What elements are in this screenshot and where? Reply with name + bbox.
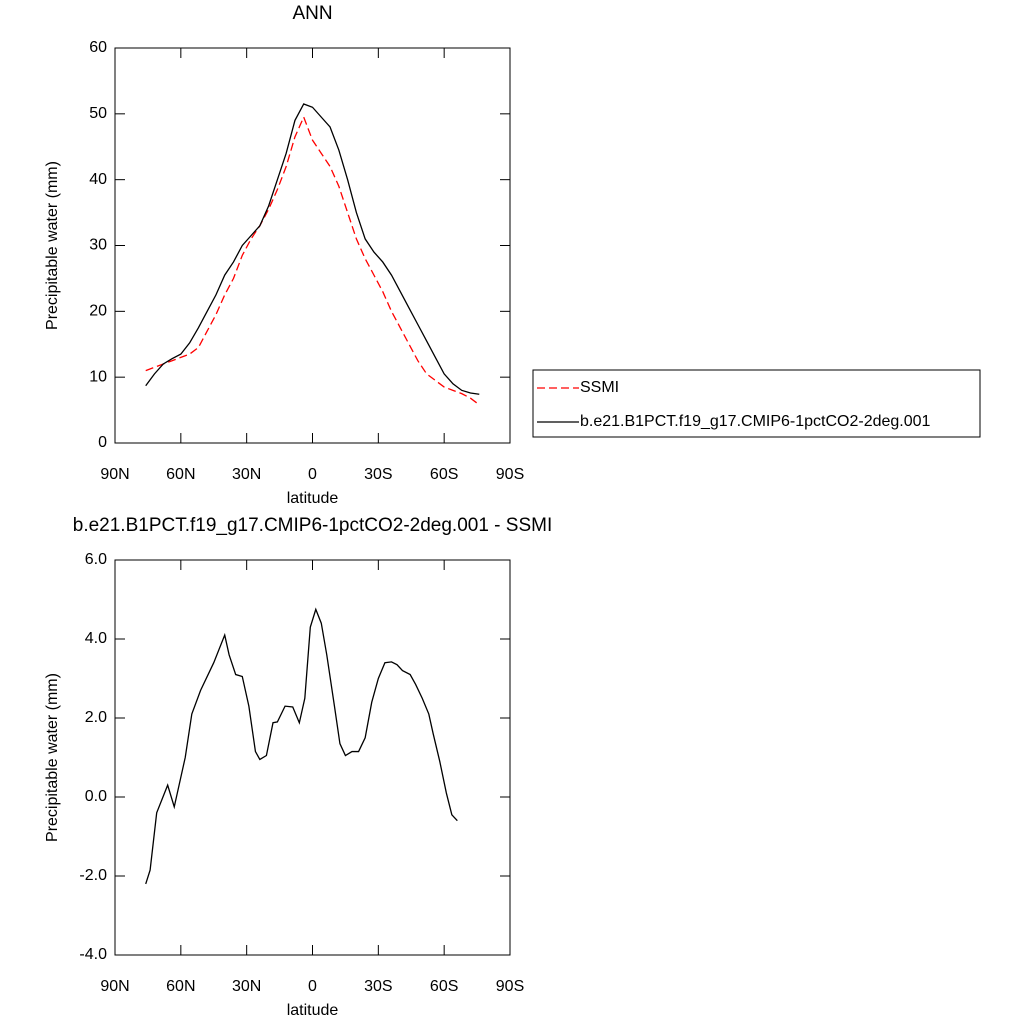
x-tick-label: 30S <box>364 466 392 483</box>
y-tick-label: -2.0 <box>79 867 107 884</box>
x-axis-label: latitude <box>287 490 339 507</box>
y-tick-label: -4.0 <box>79 946 107 963</box>
y-tick-label: 50 <box>89 105 107 122</box>
series-line <box>145 115 480 406</box>
legend-label: SSMI <box>580 379 619 396</box>
series-line <box>145 607 458 885</box>
x-tick-label: 60S <box>430 978 458 995</box>
x-tick-label: 0 <box>308 466 317 483</box>
y-tick-label: 30 <box>89 237 107 254</box>
y-tick-label: 40 <box>89 171 107 188</box>
y-tick-label: 0 <box>98 434 107 451</box>
legend-box <box>532 369 981 438</box>
y-axis-label: Precipitable water (mm) <box>44 673 61 842</box>
x-tick-label: 60N <box>166 466 195 483</box>
y-tick-label: 0.0 <box>85 788 107 805</box>
y-tick-label: 4.0 <box>85 630 107 647</box>
x-tick-label: 0 <box>308 978 317 995</box>
x-tick-label: 30N <box>232 466 261 483</box>
x-tick-label: 90S <box>496 466 524 483</box>
y-tick-label: 2.0 <box>85 709 107 726</box>
y-tick-label: 60 <box>89 39 107 56</box>
y-tick-label: 10 <box>89 368 107 385</box>
chart-title: ANN <box>292 3 332 24</box>
y-tick-label: 6.0 <box>85 551 107 568</box>
x-tick-label: 90S <box>496 978 524 995</box>
x-tick-label: 90N <box>100 978 129 995</box>
x-tick-label: 60N <box>166 978 195 995</box>
x-tick-label: 30S <box>364 978 392 995</box>
x-axis-label: latitude <box>287 1002 339 1019</box>
x-tick-label: 90N <box>100 466 129 483</box>
x-tick-label: 30N <box>232 978 261 995</box>
x-tick-label: 60S <box>430 466 458 483</box>
legend-label: b.e21.B1PCT.f19_g17.CMIP6-1pctCO2-2deg.0… <box>580 413 931 430</box>
series-line <box>145 103 480 395</box>
y-tick-label: 20 <box>89 303 107 320</box>
y-axis-label: Precipitable water (mm) <box>44 161 61 330</box>
chart-title: b.e21.B1PCT.f19_g17.CMIP6-1pctCO2-2deg.0… <box>73 515 552 536</box>
